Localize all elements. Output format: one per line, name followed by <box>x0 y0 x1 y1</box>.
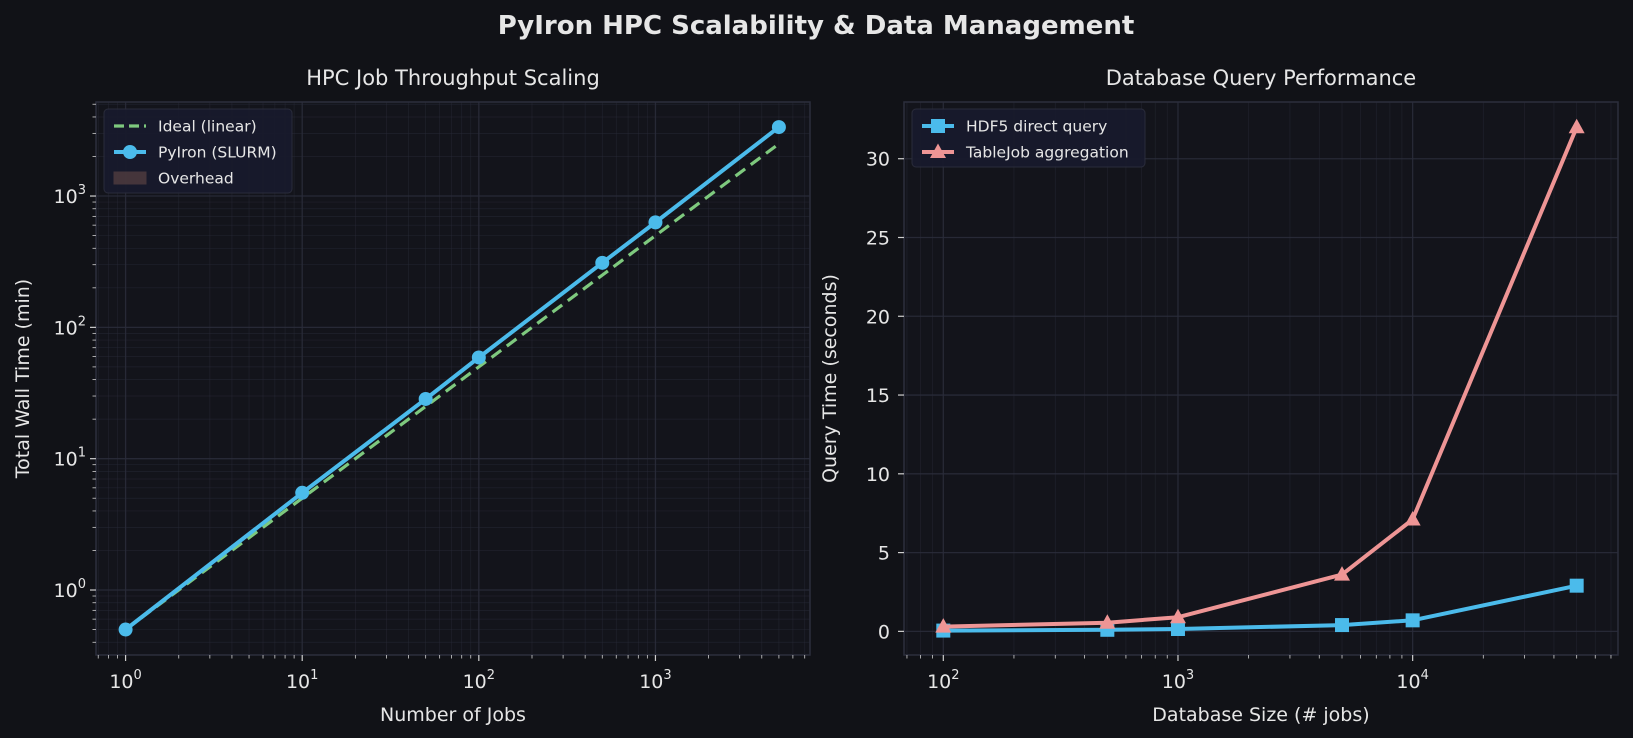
y-tick-label: 10 <box>866 464 890 486</box>
legend-marker <box>123 145 137 159</box>
x-tick-label: 103 <box>1162 668 1194 693</box>
legend-label: Ideal (linear) <box>158 118 257 136</box>
legend-entry: PyIron (SLURM) <box>114 144 277 162</box>
x-tick-label: 101 <box>286 668 318 693</box>
y-tick-label: 100 <box>54 577 86 602</box>
x-axis-label: Database Size (# jobs) <box>1152 704 1369 726</box>
axes-frame <box>903 101 1619 656</box>
legend-entry: HDF5 direct query <box>922 118 1107 136</box>
data-point <box>1169 608 1186 624</box>
y-tick-label: 101 <box>54 446 86 471</box>
data-point <box>648 215 663 230</box>
chart-title: Database Query Performance <box>1106 66 1416 90</box>
data-point <box>118 622 133 637</box>
x-tick-label: 103 <box>639 668 671 693</box>
y-tick-label: 5 <box>878 543 890 565</box>
legend-label: TableJob aggregation <box>965 144 1129 162</box>
data-point <box>1099 614 1116 629</box>
legend-label: Overhead <box>158 170 234 188</box>
data-point <box>295 485 310 500</box>
y-tick-label: 25 <box>866 227 890 249</box>
legend-marker <box>931 119 945 133</box>
legend-box <box>911 108 1146 168</box>
series-line <box>941 125 1579 629</box>
data-point <box>595 255 610 270</box>
data-point <box>771 120 786 135</box>
x-tick-label: 102 <box>927 668 959 693</box>
legend-entry: Ideal (linear) <box>114 118 257 136</box>
figure-title: PyIron HPC Scalability & Data Management <box>498 11 1135 41</box>
y-tick-label: 15 <box>866 385 890 407</box>
axes-frame <box>95 101 811 656</box>
throughput-chart: 100 101 102 103 100 101 102 103 HPC Job Throughp… <box>12 66 811 726</box>
x-tick-label: 100 <box>109 668 141 693</box>
plot-area <box>904 102 1618 655</box>
y-axis-label: Total Wall Time (min) <box>12 279 34 479</box>
x-tick-label: 104 <box>1396 668 1428 693</box>
data-point <box>1568 118 1585 134</box>
data-point <box>1334 566 1351 581</box>
y-tick-label: 102 <box>54 314 86 339</box>
y-tick-label: 0 <box>878 621 890 643</box>
series-pyiron-slurm <box>118 120 786 637</box>
legend: Ideal (linear) PyIron (SLURM) Overhead <box>103 108 293 194</box>
legend-swatch <box>113 171 147 185</box>
legend: HDF5 direct query TableJob aggregation <box>911 108 1146 168</box>
data-point <box>1335 618 1350 633</box>
data-point <box>418 391 433 406</box>
x-axis-label: Number of Jobs <box>380 704 526 726</box>
chart-title: HPC Job Throughput Scaling <box>306 66 600 90</box>
data-point <box>1170 622 1185 637</box>
y-axis-label: Query Time (seconds) <box>819 274 841 483</box>
series-line <box>941 583 1579 633</box>
query-performance-chart: 102 103 104 0 5 10 15 20 25 30 Database Query Perf… <box>819 66 1619 726</box>
y-tick-label: 30 <box>866 149 890 171</box>
y-tick-label: 103 <box>54 183 86 208</box>
grid <box>904 102 1618 655</box>
legend-marker <box>930 143 946 158</box>
legend-entry: Overhead <box>113 170 234 188</box>
data-point <box>1569 578 1584 593</box>
data-point <box>471 350 486 365</box>
x-tick-label: 102 <box>463 668 495 693</box>
data-point <box>1405 613 1420 628</box>
y-tick-label: 20 <box>866 306 890 328</box>
legend-label: HDF5 direct query <box>966 118 1107 136</box>
grid <box>96 102 810 655</box>
legend-entry: TableJob aggregation <box>922 143 1129 162</box>
data-point <box>935 618 952 633</box>
legend-label: PyIron (SLURM) <box>158 144 277 162</box>
series-tablejob-aggregation <box>935 118 1585 633</box>
legend-box <box>103 108 293 194</box>
data-point <box>1404 511 1421 526</box>
